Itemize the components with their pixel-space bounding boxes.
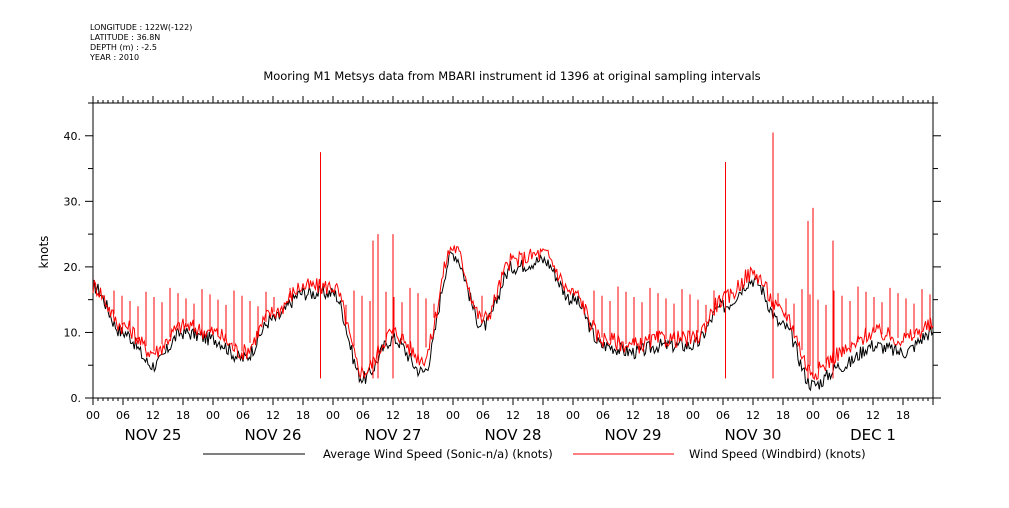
series-line-windbird	[92, 245, 934, 381]
x-hour-label: 12	[266, 409, 280, 422]
meta-year: YEAR : 2010	[89, 53, 139, 62]
x-day-label: NOV 25	[125, 426, 182, 444]
x-day-label: NOV 27	[365, 426, 422, 444]
x-hour-label: 18	[296, 409, 310, 422]
x-hour-label: 18	[896, 409, 910, 422]
x-hour-label: 00	[686, 409, 700, 422]
x-hour-label: 12	[866, 409, 880, 422]
x-day-labels: NOV 25 NOV 26 NOV 27 NOV 28 NOV 29 NOV 30 DEC …	[125, 426, 896, 444]
x-day-label: NOV 30	[725, 426, 782, 444]
x-hour-label: 12	[626, 409, 640, 422]
x-hour-label: 18	[776, 409, 790, 422]
x-hour-label: 18	[536, 409, 550, 422]
meta-longitude: LONGITUDE : 122W(-122)	[90, 23, 192, 32]
x-hour-label: 12	[386, 409, 400, 422]
x-hour-label: 06	[836, 409, 850, 422]
x-hour-label: 00	[86, 409, 100, 422]
x-hour-label: 06	[116, 409, 130, 422]
x-hour-label: 00	[326, 409, 340, 422]
y-tick-label: 20.	[64, 261, 82, 274]
x-hour-label: 12	[146, 409, 160, 422]
meta-depth: DEPTH (m) : -2.5	[90, 43, 157, 52]
series-line-average	[92, 251, 934, 392]
y-axis-label: knots	[37, 236, 51, 269]
data-series	[92, 132, 934, 392]
chart-title: Mooring M1 Metsys data from MBARI instru…	[263, 69, 760, 83]
x-hour-label: 12	[746, 409, 760, 422]
x-day-label: NOV 28	[485, 426, 542, 444]
legend-label-average: Average Wind Speed (Sonic-n/a) (knots)	[323, 447, 553, 461]
x-hour-label: 00	[566, 409, 580, 422]
y-tick-label: 0.	[71, 392, 82, 405]
axis-ticks	[85, 96, 941, 405]
x-day-label: NOV 26	[245, 426, 302, 444]
y-tick-label: 10.	[64, 326, 82, 339]
x-hour-label: 18	[656, 409, 670, 422]
x-hour-label: 06	[236, 409, 250, 422]
x-hour-label: 00	[446, 409, 460, 422]
x-hour-label: 00	[806, 409, 820, 422]
x-hour-label: 18	[176, 409, 190, 422]
y-tick-labels: 0. 10. 20. 30. 40.	[64, 130, 82, 405]
plot-frame	[92, 102, 934, 399]
y-tick-label: 40.	[64, 130, 82, 143]
x-hour-label: 12	[506, 409, 520, 422]
meta-latitude: LATITUDE : 36.8N	[90, 33, 160, 42]
x-hour-label: 06	[476, 409, 490, 422]
x-hour-labels: 00 06 12 18 00 06 12 18 00 06 12 18 00 06 12 18 00 06 12 18…	[86, 409, 910, 422]
legend-label-windbird: Wind Speed (Windbird) (knots)	[689, 447, 866, 461]
x-hour-label: 00	[206, 409, 220, 422]
x-hour-label: 06	[596, 409, 610, 422]
x-day-label: DEC 1	[850, 426, 896, 444]
y-tick-label: 30.	[64, 195, 82, 208]
x-day-label: NOV 29	[605, 426, 662, 444]
x-hour-label: 18	[416, 409, 430, 422]
x-hour-label: 06	[716, 409, 730, 422]
x-hour-label: 06	[356, 409, 370, 422]
